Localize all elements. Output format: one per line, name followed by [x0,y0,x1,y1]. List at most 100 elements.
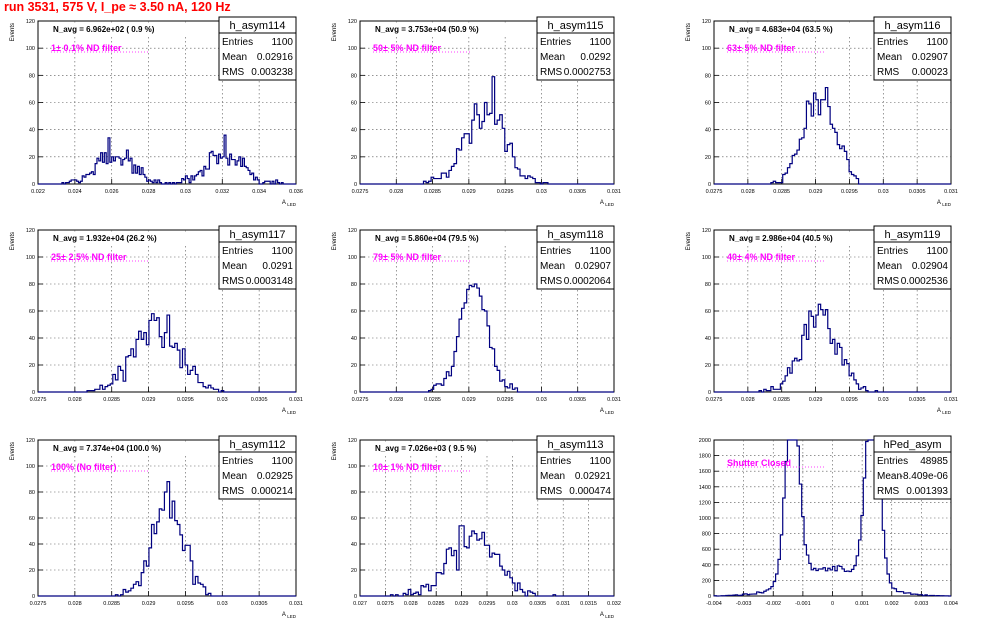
histogram-line [714,86,951,185]
y-tick-label: 80 [29,73,35,79]
y-tick-label: 40 [351,542,357,548]
y-tick-label: 20 [351,155,357,161]
stats-value: 0.001393 [906,486,948,497]
stats-title: h_asym112 [229,439,285,451]
y-tick-label: 20 [29,363,35,369]
x-axis-label: A LED [600,408,615,415]
stats-key: Mean [877,261,902,272]
y-tick-label: 40 [29,542,35,548]
navg-box [722,23,897,35]
filter-label: 10± 1% ND filter [373,462,441,472]
y-axis-label: Events [332,23,338,41]
x-tick-label: 0.0295 [841,189,858,195]
stats-title: h_asym117 [229,229,285,241]
stats-value: 1100 [271,456,293,467]
x-axis-label: A LED [600,612,615,619]
filter-label: 40± 4% ND filter [727,252,795,262]
stats-value: 1100 [589,456,611,467]
stats-title: h_asym118 [547,229,603,241]
y-tick-label: 60 [351,516,357,522]
filter-label: 1± 0.1% ND filter [51,43,122,53]
stats-key: Entries [540,456,571,467]
y-tick-label: 1000 [699,516,711,522]
histogram-line [360,283,614,393]
y-tick-label: 0 [354,594,357,600]
y-tick-label: 100 [702,255,711,261]
navg-box [368,442,543,454]
y-tick-label: 120 [348,438,357,444]
y-tick-label: 80 [29,490,35,496]
y-tick-label: 120 [348,19,357,25]
stats-value: 1100 [271,246,293,257]
y-tick-label: 40 [29,128,35,134]
stats-key: Entries [877,456,908,467]
x-tick-label: 0.026 [105,189,119,195]
x-tick-label: 0.03 [878,397,889,403]
stats-value: 48985 [920,456,948,467]
y-tick-label: 2000 [699,438,711,444]
x-tick-label: 0.031 [607,189,621,195]
navg-label: N_avg = 6.962e+02 ( 0.9 %) [53,25,155,34]
stats-value: 0.0002536 [901,276,949,287]
stats-key: Entries [222,37,253,48]
x-tick-label: 0.034 [252,189,266,195]
stats-value: 1100 [271,37,293,48]
y-tick-label: 20 [29,155,35,161]
filter-label: 100% (No filter) [51,462,117,472]
x-tick-label: 0.028 [389,397,403,403]
stats-box [218,241,297,290]
stats-value: 1100 [926,246,948,257]
stats-key: RMS [540,67,563,78]
y-tick-label: 40 [351,128,357,134]
stats-key: Mean [877,471,902,482]
histogram-line [360,76,614,185]
y-axis-label: Events [332,442,338,460]
y-tick-label: 100 [702,46,711,52]
x-tick-label: 0.0295 [479,601,496,607]
y-tick-label: 600 [702,547,711,553]
stats-key: Entries [877,37,908,48]
x-tick-label: 0.03 [878,189,889,195]
stats-value: 0.0002753 [564,67,612,78]
stats-box [873,241,952,290]
x-axis-label: A LED [937,408,952,415]
page-title: run 3531, 575 V, I_pe ≈ 3.50 nA, 120 Hz [4,0,231,14]
stats-value: -8.409e-06 [900,471,949,482]
stats-key: Mean [540,52,565,63]
stats-title: h_asym116 [884,20,940,32]
y-tick-label: 120 [348,228,357,234]
histogram-panel-h_asym113: 0.027 0.0275 0.028 0.0285 0.029 0.0295 0.03 0.0… [332,435,621,619]
stats-key: Entries [222,456,253,467]
y-tick-label: 100 [348,255,357,261]
y-tick-label: 60 [29,101,35,107]
x-axis-label: A LED [282,200,297,207]
stats-key: RMS [540,276,563,287]
y-tick-label: 40 [351,336,357,342]
x-tick-label: 0.0275 [30,397,47,403]
y-tick-label: 120 [702,228,711,234]
stats-title: h_asym113 [547,439,603,451]
x-tick-label: 0.0315 [580,601,597,607]
y-tick-label: 120 [26,19,35,25]
x-tick-label: 0.0305 [909,397,926,403]
y-tick-label: 1600 [699,469,711,475]
stats-value: 0.000474 [569,486,611,497]
y-tick-label: 100 [26,46,35,52]
navg-box [46,232,221,244]
stats-key: Mean [222,261,247,272]
filter-label: 63± 5% ND filter [727,43,795,53]
x-tick-label: 0.029 [462,189,476,195]
x-tick-label: 0.03 [180,189,191,195]
x-tick-label: 0.0305 [569,397,586,403]
x-tick-label: 0.029 [142,397,156,403]
y-tick-label: 1400 [699,485,711,491]
stats-box [536,241,615,290]
x-tick-label: 0.031 [944,189,958,195]
x-tick-label: 0.0295 [177,397,194,403]
x-tick-label: 0.0285 [103,601,120,607]
y-tick-label: 100 [26,255,35,261]
y-tick-label: 60 [29,309,35,315]
x-tick-label: 0.0285 [103,397,120,403]
x-tick-label: 0.028 [68,601,82,607]
